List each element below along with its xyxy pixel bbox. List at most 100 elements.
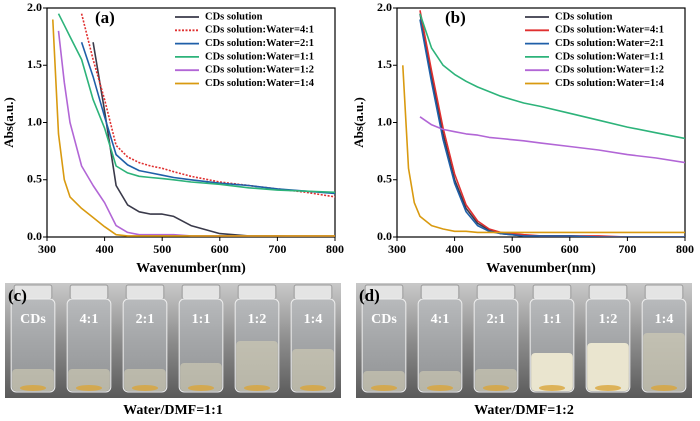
x-tick-label: 500 — [153, 242, 171, 256]
x-tick-label: 600 — [211, 242, 229, 256]
vial-liquid — [587, 343, 629, 391]
vial-body — [473, 298, 519, 393]
vial-cap — [237, 284, 277, 300]
vial-label: 1:2 — [248, 312, 267, 327]
vial-body — [10, 298, 56, 393]
photo-background — [356, 283, 692, 398]
x-tick-label: 400 — [96, 242, 114, 256]
vial-cap — [181, 284, 221, 300]
vial-body — [361, 298, 407, 393]
x-axis-label: Wavenumber(nm) — [136, 261, 246, 276]
vial-label: 1:4 — [304, 312, 323, 327]
x-tick-label: 700 — [618, 242, 636, 256]
panel-label: (b) — [445, 8, 466, 27]
vial-cap — [420, 284, 460, 300]
vial-sediment — [19, 385, 47, 391]
vial-sediment — [187, 385, 215, 391]
vial-sediment — [538, 385, 566, 391]
vial-body — [122, 298, 168, 393]
vial-sediment — [482, 385, 510, 391]
legend-label: CDs solution — [555, 11, 613, 22]
vial-sediment — [650, 385, 678, 391]
vial-sediment — [299, 385, 327, 391]
plot-lines — [52, 13, 335, 237]
series-line — [80, 13, 335, 198]
vial-label: 1:2 — [599, 312, 618, 327]
x-tick-label: 800 — [676, 242, 694, 256]
x-tick-label: 800 — [326, 242, 344, 256]
y-tick-label: 1.5 — [27, 57, 42, 71]
plot-frame — [46, 7, 336, 238]
series-line — [57, 13, 335, 194]
x-tick-label: 300 — [388, 242, 406, 256]
panel-label: (a) — [95, 8, 115, 27]
photo-caption: Water/DMF=1:2 — [474, 403, 574, 418]
y-tick-label: 2.0 — [27, 0, 42, 14]
legend-label: CDs solution:Water=1:4 — [555, 78, 665, 89]
x-tick-label: 600 — [561, 242, 579, 256]
vial-label: 1:4 — [655, 312, 674, 327]
legend-label: CDs solution:Water=1:4 — [205, 78, 315, 89]
panel-label: (d) — [359, 286, 380, 305]
vial-sediment — [594, 385, 622, 391]
vial-label: 1:1 — [543, 312, 562, 327]
series-line — [52, 19, 335, 237]
vial-liquid — [292, 349, 334, 391]
vial-liquid — [363, 371, 405, 391]
y-tick-label: 0.5 — [377, 172, 392, 186]
vial-label: 4:1 — [431, 312, 450, 327]
legend-label: CDs solution:Water=4:1 — [205, 25, 314, 36]
y-tick-label: 1.5 — [377, 57, 392, 71]
vial-liquid — [643, 333, 685, 391]
vial-liquid — [12, 369, 54, 391]
vial-liquid — [236, 341, 278, 391]
legend-label: CDs solution:Water=1:2 — [555, 65, 664, 76]
vial-liquid — [419, 371, 461, 391]
y-tick-label: 1.0 — [27, 114, 42, 128]
y-tick-label: 0.5 — [27, 172, 42, 186]
plot-frame — [396, 7, 686, 238]
vial-label: 2:1 — [136, 312, 155, 327]
vial-liquid — [124, 369, 166, 391]
y-axis-label: Abs(a.u.) — [1, 97, 16, 148]
legend-label: CDs solution:Water=2:1 — [555, 38, 664, 49]
legend-label: CDs solution:Water=4:1 — [555, 25, 664, 36]
vial-cap — [125, 284, 165, 300]
vial-body — [417, 298, 463, 393]
vial-sediment — [75, 385, 103, 391]
vial-cap — [588, 284, 628, 300]
vial-liquid — [68, 369, 110, 391]
x-tick-label: 400 — [446, 242, 464, 256]
x-tick-label: 300 — [38, 242, 56, 256]
vial-sediment — [370, 385, 398, 391]
x-axis-label: Wavenumber(nm) — [486, 261, 596, 276]
vial-cap — [69, 284, 109, 300]
vial-cap — [293, 284, 333, 300]
y-tick-label: 0.0 — [27, 229, 42, 243]
series-line — [80, 42, 335, 195]
y-tick-label: 0.0 — [377, 229, 392, 243]
vial-liquid — [531, 353, 573, 391]
y-axis-label: Abs(a.u.) — [351, 97, 366, 148]
series-line — [402, 65, 685, 234]
vial-label: 2:1 — [487, 312, 506, 327]
vial-cap — [532, 284, 572, 300]
vial-cap — [476, 284, 516, 300]
vial-label: 1:1 — [192, 312, 211, 327]
plot-lines — [402, 10, 685, 237]
legend-label: CDs solution:Water=2:1 — [205, 38, 314, 49]
series-line — [419, 19, 685, 237]
x-tick-label: 500 — [503, 242, 521, 256]
legend-label: CDs solution:Water=1:2 — [205, 65, 314, 76]
vial-sediment — [131, 385, 159, 391]
x-tick-label: 700 — [268, 242, 286, 256]
series-line — [419, 13, 685, 140]
photo-background — [5, 283, 341, 398]
vial-sediment — [426, 385, 454, 391]
panel-label: (c) — [8, 286, 27, 305]
series-line — [419, 116, 685, 164]
photo-caption: Water/DMF=1:1 — [123, 403, 223, 418]
vial-label: 4:1 — [80, 312, 99, 327]
vial-label: CDs — [371, 312, 397, 327]
